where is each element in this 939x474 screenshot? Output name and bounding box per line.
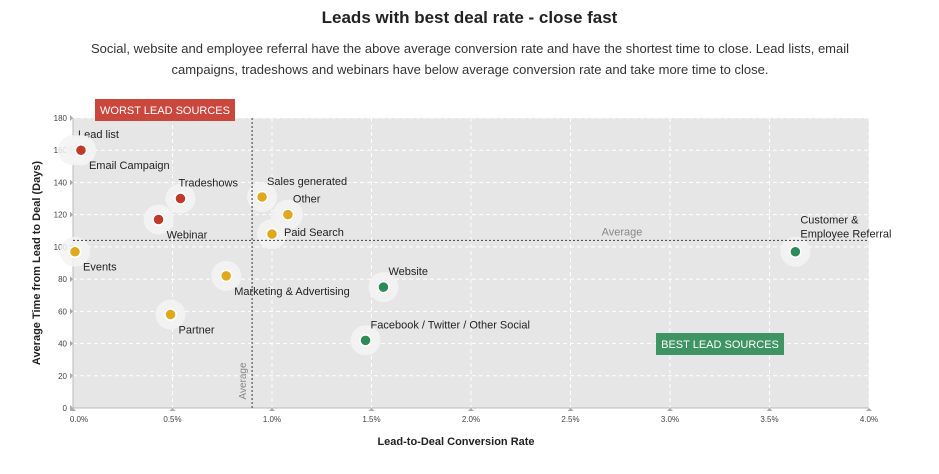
y-tick-label: 140: [54, 178, 68, 187]
x-tick-label: 4.0%: [860, 415, 878, 424]
point-label-line: Customer &: [800, 215, 859, 227]
x-axis-title: Lead-to-Deal Conversion Rate: [377, 436, 534, 448]
y-tick-label: 0: [63, 404, 68, 413]
x-tick-label: 2.5%: [561, 415, 579, 424]
x-tick-mark: [269, 408, 275, 411]
y-tick-mark: [70, 308, 73, 315]
x-tick-mark: [567, 408, 574, 411]
x-tick-mark: [468, 408, 474, 411]
data-point: [164, 308, 177, 321]
x-tick-label: 3.5%: [760, 415, 778, 424]
y-axis-title: Average Time from Lead to Deal (Days): [31, 161, 43, 366]
point-label: Webinar: [167, 230, 208, 242]
average-y-label: Average: [602, 226, 643, 238]
data-point: [281, 208, 295, 221]
x-tick-label: 2.0%: [462, 415, 480, 424]
data-point: [68, 245, 82, 258]
data-point: [152, 213, 165, 226]
y-tick-mark: [70, 179, 73, 186]
chart-title: Leads with best deal rate - close fast: [321, 8, 618, 27]
data-point: [174, 192, 187, 205]
y-tick-mark: [70, 340, 73, 347]
worst-sources-label: WORST LEAD SOURCES: [100, 105, 230, 117]
point-label: Website: [388, 266, 428, 278]
y-tick-mark: [70, 115, 73, 121]
point-label: Other: [293, 194, 321, 206]
point-label: Customer & Employee Referral: [800, 215, 891, 241]
y-tick-mark: [70, 211, 73, 218]
point-label: Email Campaign: [89, 160, 170, 172]
y-tick-label: 120: [54, 211, 68, 220]
best-sources-box: [656, 333, 784, 355]
point-label-line: Employee Referral: [800, 229, 891, 241]
x-tick-mark: [866, 408, 872, 411]
x-tick-mark: [169, 408, 176, 411]
point-label: Events: [83, 262, 117, 274]
x-tick-mark: [766, 408, 773, 411]
x-tick-label: 1.5%: [362, 415, 380, 424]
data-point: [377, 280, 390, 294]
data-point: [255, 190, 269, 204]
plot-area: [73, 117, 870, 408]
average-x-label: Average: [238, 362, 249, 400]
point-label: Facebook / Twitter / Other Social: [371, 319, 530, 331]
x-tick-label: 3.0%: [661, 415, 679, 424]
point-label: Sales generated: [267, 176, 347, 188]
chart-subtitle: Social, website and employee referral ha…: [90, 41, 850, 77]
data-point: [359, 334, 372, 347]
y-tick-mark: [70, 372, 73, 379]
y-tick-label: 80: [58, 275, 67, 284]
annotations: Average Average WORST LEAD SOURCES BEST LEA…: [73, 99, 869, 408]
point-label: Tradeshows: [178, 178, 238, 190]
data-point: [789, 245, 802, 258]
y-tick-label: 60: [58, 307, 67, 316]
y-tick-label: 40: [58, 340, 67, 349]
point-label: Partner: [179, 325, 215, 337]
y-tick-label: 20: [58, 372, 67, 381]
y-tick-label: 180: [54, 114, 68, 123]
data-point: [265, 227, 279, 241]
y-tick-mark: [70, 276, 73, 283]
axes: 0204060801001201401601800.0%0.5%1.0%1.5%…: [31, 114, 878, 448]
x-tick-label: 1.0%: [263, 415, 281, 424]
y-tick-label: 100: [54, 243, 68, 252]
worst-sources-box: [95, 99, 235, 121]
data-point: [74, 143, 88, 157]
x-tick-mark: [368, 408, 375, 411]
x-tick-mark: [70, 408, 76, 411]
x-tick-mark: [667, 408, 673, 411]
y-tick-mark: [70, 405, 73, 411]
data-point: [219, 269, 233, 283]
x-tick-label: 0.0%: [70, 415, 88, 424]
point-label: Marketing & Advertising: [234, 286, 350, 298]
x-tick-label: 0.5%: [163, 415, 181, 424]
best-sources-label: BEST LEAD SOURCES: [661, 339, 779, 351]
point-label: Paid Search: [284, 227, 344, 239]
